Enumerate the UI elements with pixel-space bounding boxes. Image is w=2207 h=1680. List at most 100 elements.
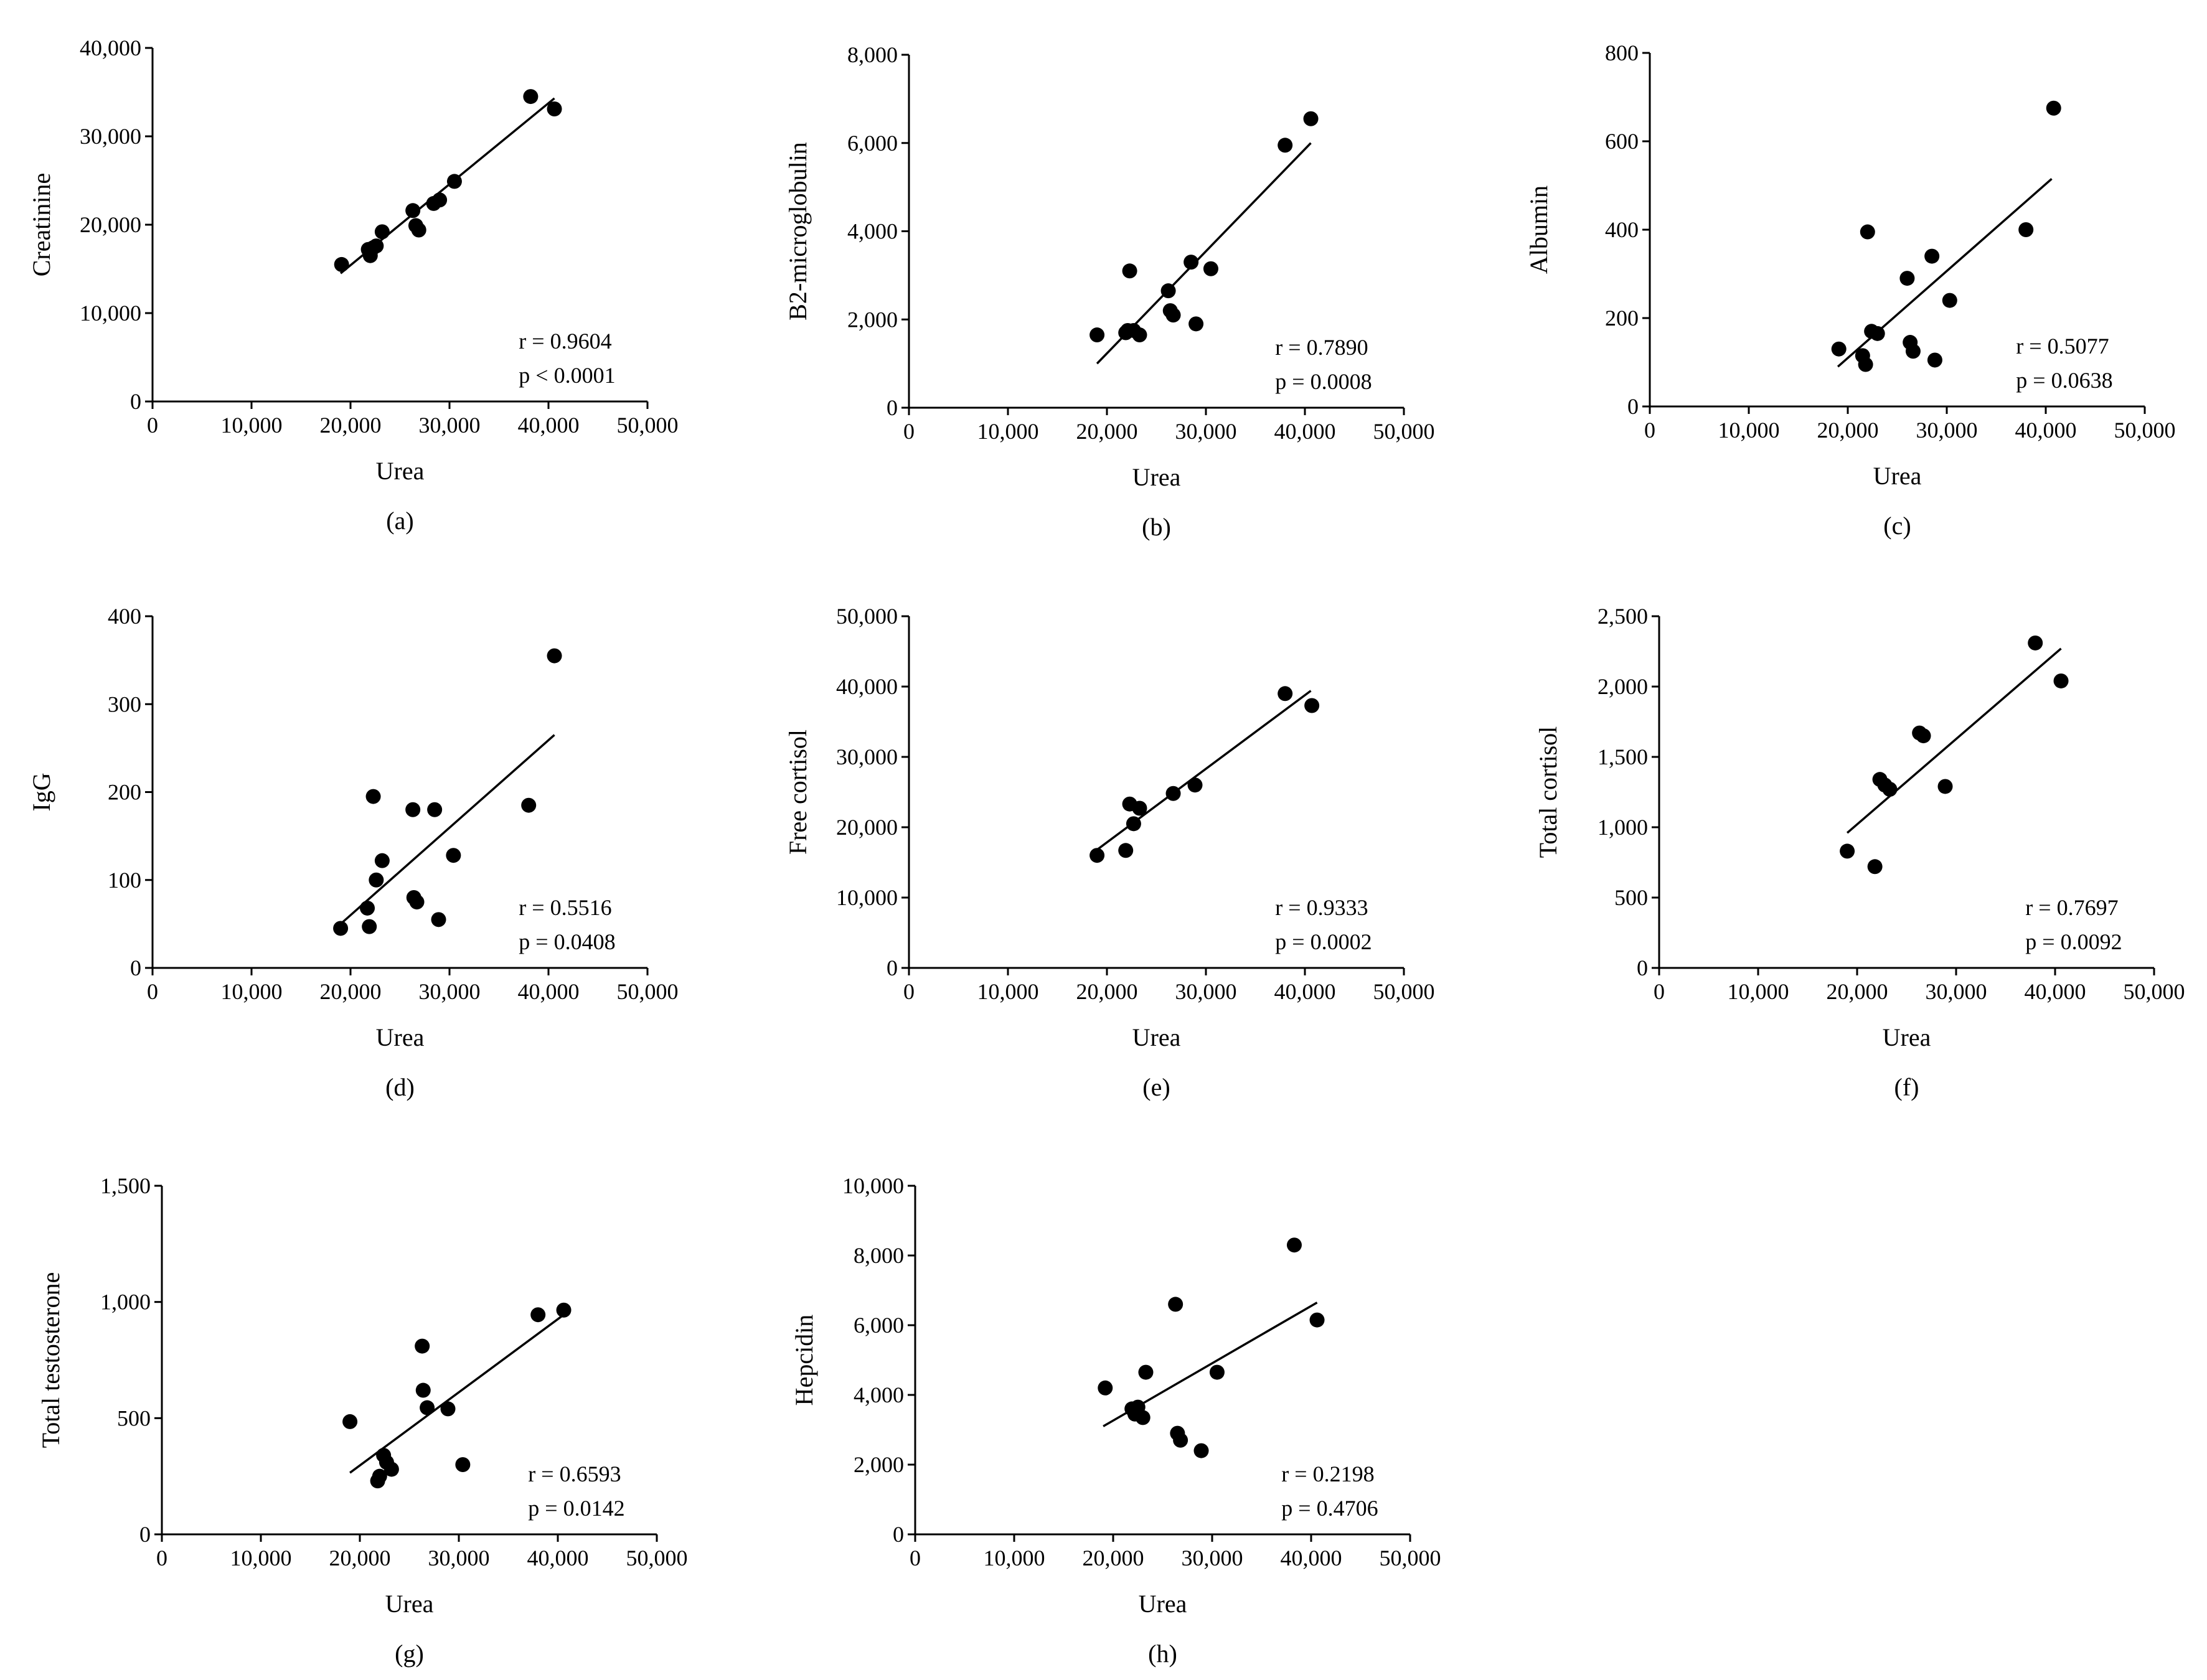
x-tick-label: 30,000 bbox=[1926, 979, 1987, 1004]
x-tick-label: 20,000 bbox=[320, 413, 382, 438]
data-point bbox=[1126, 816, 1141, 832]
r-value: r = 0.7697 bbox=[2025, 895, 2118, 920]
data-point bbox=[1089, 848, 1105, 863]
panel-label: (b) bbox=[1142, 513, 1171, 541]
x-axis-label: Urea bbox=[1132, 463, 1181, 491]
data-point bbox=[1899, 271, 1915, 286]
x-tick-label: 40,000 bbox=[1274, 979, 1336, 1004]
r-value: r = 0.7890 bbox=[1275, 335, 1368, 360]
regression-line bbox=[1846, 647, 2062, 834]
x-tick-label: 20,000 bbox=[1827, 979, 1888, 1004]
x-tick-label: 10,000 bbox=[977, 419, 1039, 444]
scatter-panel-d: 0 10,000 20,000 30,000 40,000 50,000 0 100 200 30… bbox=[27, 604, 679, 1101]
y-axis-label: B2-microglobulin bbox=[784, 142, 812, 321]
y-tick-label: 4,000 bbox=[854, 1382, 904, 1407]
data-point bbox=[446, 174, 462, 189]
x-tick-label: 40,000 bbox=[527, 1546, 589, 1570]
y-tick-label: 2,000 bbox=[847, 307, 898, 332]
y-tick-label: 0 bbox=[887, 955, 898, 980]
x-tick-label: 50,000 bbox=[1380, 1546, 1441, 1570]
x-tick-label: 30,000 bbox=[1175, 419, 1237, 444]
data-point bbox=[1089, 327, 1105, 343]
y-axis-label: Albumin bbox=[1525, 185, 1553, 274]
p-value: p = 0.4706 bbox=[1281, 1496, 1378, 1521]
y-tick-label: 30,000 bbox=[80, 124, 141, 149]
y-tick-label: 40,000 bbox=[836, 674, 898, 699]
data-point bbox=[360, 900, 375, 916]
data-point bbox=[1118, 843, 1134, 858]
y-tick-label: 1,000 bbox=[1598, 815, 1648, 840]
y-axis-label: Creatinine bbox=[27, 173, 55, 277]
data-point bbox=[1916, 728, 1931, 744]
data-point bbox=[1858, 357, 1873, 372]
x-tick-label: 0 bbox=[910, 1546, 921, 1570]
data-point bbox=[1927, 352, 1942, 368]
data-point bbox=[415, 1382, 431, 1398]
y-tick-label: 300 bbox=[108, 692, 141, 716]
p-value: p = 0.0408 bbox=[519, 929, 615, 954]
data-point bbox=[440, 1401, 456, 1417]
x-tick-label: 0 bbox=[156, 1546, 167, 1570]
data-point bbox=[2053, 673, 2069, 688]
x-tick-label: 30,000 bbox=[428, 1546, 490, 1570]
y-tick-label: 20,000 bbox=[80, 212, 141, 237]
data-point bbox=[333, 921, 349, 936]
data-point bbox=[369, 872, 384, 888]
x-tick-label: 40,000 bbox=[2015, 418, 2077, 443]
x-tick-label: 30,000 bbox=[1916, 418, 1978, 443]
r-value: r = 0.5516 bbox=[519, 895, 611, 920]
data-point bbox=[1183, 255, 1199, 270]
x-axis-label: Urea bbox=[1883, 1023, 1931, 1051]
y-tick-label: 400 bbox=[108, 604, 141, 629]
data-point bbox=[530, 1307, 546, 1323]
x-tick-label: 20,000 bbox=[1076, 419, 1138, 444]
x-tick-label: 30,000 bbox=[419, 979, 481, 1004]
x-tick-label: 20,000 bbox=[320, 979, 382, 1004]
x-tick-label: 40,000 bbox=[518, 413, 580, 438]
x-tick-label: 50,000 bbox=[2124, 979, 2185, 1004]
panel-label: (f) bbox=[1894, 1073, 1919, 1101]
x-tick-label: 30,000 bbox=[1175, 979, 1237, 1004]
data-point bbox=[1840, 843, 1855, 859]
x-tick-label: 50,000 bbox=[626, 1546, 688, 1570]
y-tick-label: 30,000 bbox=[836, 744, 898, 769]
data-point bbox=[1165, 307, 1181, 323]
y-tick-label: 2,000 bbox=[1598, 674, 1648, 699]
y-tick-label: 100 bbox=[108, 868, 141, 893]
data-point bbox=[1831, 341, 1847, 357]
panel-label: (e) bbox=[1142, 1073, 1170, 1101]
y-axis-label: Free cortisol bbox=[784, 730, 812, 855]
data-point bbox=[431, 912, 446, 927]
y-tick-label: 20,000 bbox=[836, 815, 898, 840]
y-tick-label: 500 bbox=[117, 1405, 151, 1430]
data-point bbox=[1937, 779, 1953, 794]
y-tick-label: 0 bbox=[139, 1522, 151, 1547]
x-tick-label: 20,000 bbox=[1076, 979, 1138, 1004]
data-point bbox=[1924, 248, 1940, 264]
data-point bbox=[547, 101, 562, 116]
p-value: p = 0.0008 bbox=[1275, 369, 1372, 394]
data-point bbox=[1860, 224, 1875, 240]
x-tick-label: 0 bbox=[147, 979, 158, 1004]
y-tick-label: 10,000 bbox=[836, 885, 898, 910]
data-point bbox=[1942, 293, 1957, 308]
data-point bbox=[1168, 1297, 1183, 1312]
y-tick-label: 8,000 bbox=[854, 1243, 904, 1268]
data-point bbox=[1309, 1312, 1325, 1328]
x-axis-label: Urea bbox=[1132, 1023, 1181, 1051]
data-point bbox=[547, 648, 562, 664]
data-point bbox=[2028, 635, 2043, 650]
r-value: r = 0.9333 bbox=[1275, 895, 1368, 920]
x-tick-label: 40,000 bbox=[1274, 419, 1336, 444]
x-tick-label: 10,000 bbox=[984, 1546, 1045, 1570]
y-tick-label: 1,500 bbox=[100, 1173, 151, 1198]
data-point bbox=[411, 222, 426, 238]
p-value: p < 0.0001 bbox=[519, 363, 615, 388]
panel-label: (g) bbox=[395, 1640, 424, 1668]
y-axis-label: Total testosterone bbox=[37, 1272, 65, 1448]
scatter-panel-h: 0 10,000 20,000 30,000 40,000 50,000 0 2,000 4,0… bbox=[790, 1173, 1441, 1668]
y-tick-label: 6,000 bbox=[854, 1313, 904, 1338]
panel-label: (h) bbox=[1148, 1640, 1177, 1668]
data-point bbox=[1160, 283, 1176, 299]
x-axis-label: Urea bbox=[376, 457, 425, 485]
